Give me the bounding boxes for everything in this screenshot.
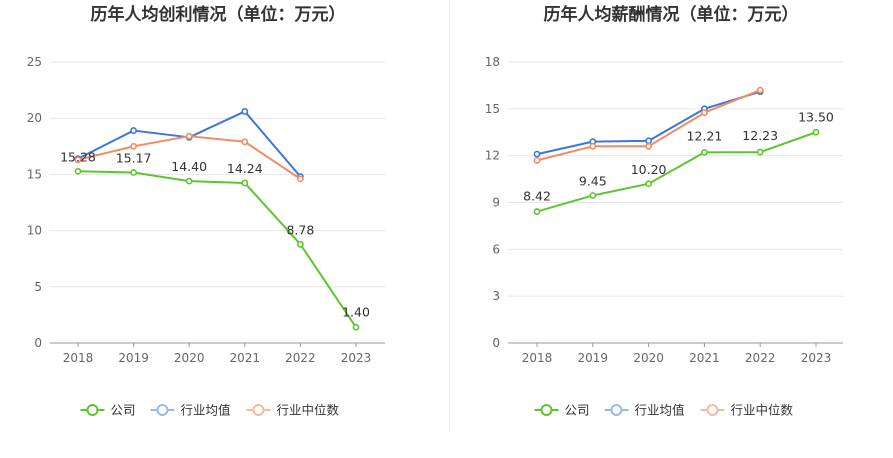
x-tick-label: 2022 (745, 351, 776, 365)
x-tick-label: 2021 (689, 351, 720, 365)
y-tick-label: 6 (492, 242, 500, 256)
x-tick-label: 2023 (341, 351, 372, 365)
y-tick-label: 20 (27, 111, 42, 125)
x-tick-label: 2019 (578, 351, 609, 365)
data-label: 1.40 (342, 304, 370, 319)
data-label: 9.45 (579, 173, 607, 188)
y-tick-label: 25 (27, 55, 42, 69)
x-tick-label: 2021 (230, 351, 261, 365)
data-point[interactable] (130, 142, 137, 150)
y-tick-label: 9 (492, 196, 500, 210)
y-tick-label: 3 (492, 289, 500, 303)
data-label: 13.50 (798, 109, 834, 124)
legend-item-2[interactable]: 行业中位数 (700, 403, 794, 418)
x-tick-label: 2018 (63, 351, 94, 365)
chart-salary-per-capita: 历年人均薪酬情况（单位：万元） 0 3 6 9 12 15 18 2018 2019 2020 202… (485, 4, 843, 418)
legend-label: 行业均值 (181, 403, 231, 418)
y-tick-label: 0 (34, 336, 42, 350)
y-tick-label: 15 (27, 167, 42, 181)
data-point[interactable] (645, 137, 652, 145)
data-label: 14.24 (227, 161, 263, 176)
data-point[interactable] (296, 240, 304, 248)
y-tick-label: 15 (485, 102, 500, 116)
x-tick-label: 2018 (522, 351, 553, 365)
y-tick-label: 12 (485, 149, 500, 163)
data-point[interactable] (185, 132, 193, 140)
legend-swatch-marker (540, 404, 553, 416)
data-point[interactable] (185, 177, 193, 185)
data-point[interactable] (533, 156, 541, 164)
data-label: 15.28 (60, 149, 96, 164)
chart-title: 历年人均薪酬情况（单位：万元） (544, 4, 799, 25)
y-tick-label: 0 (492, 336, 500, 350)
chart-profit-per-capita: 历年人均创利情况（单位：万元） 0 5 10 15 20 25 2018 2019 2020 202… (27, 4, 385, 418)
data-point[interactable] (241, 108, 249, 115)
chart-title: 历年人均创利情况（单位：万元） (91, 4, 346, 25)
x-tick-label: 2020 (633, 351, 664, 365)
data-point[interactable] (533, 208, 541, 215)
y-tick-label: 18 (485, 55, 500, 69)
x-tick-label: 2020 (174, 351, 205, 365)
data-point[interactable] (700, 109, 708, 117)
data-point[interactable] (812, 128, 820, 136)
x-tick-label: 2022 (285, 351, 316, 365)
legend-item-2[interactable]: 行业中位数 (246, 403, 340, 418)
data-point[interactable] (130, 169, 137, 176)
legend-swatch-marker (156, 404, 169, 416)
data-label: 10.20 (631, 162, 667, 177)
legend-item-0[interactable]: 公司 (80, 403, 136, 418)
legend-item-1[interactable]: 行业均值 (604, 403, 685, 418)
series-line-0 (536, 131, 817, 213)
data-point[interactable] (74, 167, 82, 175)
data-point[interactable] (74, 156, 82, 164)
data-point[interactable] (756, 86, 764, 94)
data-point[interactable] (589, 142, 597, 150)
chart-divider (449, 0, 450, 430)
legend-label: 行业中位数 (277, 403, 340, 418)
x-tick-label: 2019 (118, 351, 149, 365)
legend-label: 公司 (111, 403, 136, 418)
data-point[interactable] (645, 142, 652, 150)
legend-swatch-marker (706, 404, 719, 416)
data-point[interactable] (756, 148, 764, 156)
data-point[interactable] (130, 127, 137, 134)
data-point[interactable] (700, 148, 708, 156)
legend-swatch-marker (252, 404, 265, 416)
data-point[interactable] (296, 175, 304, 183)
x-tick-label: 2023 (801, 351, 832, 365)
legend-label: 公司 (565, 403, 590, 418)
series-line-0 (77, 170, 357, 328)
data-point[interactable] (589, 192, 597, 199)
data-point[interactable] (352, 323, 360, 331)
series-line-2 (536, 89, 761, 162)
data-point[interactable] (241, 179, 249, 187)
data-label: 8.42 (523, 189, 551, 204)
data-label: 14.40 (171, 159, 207, 174)
data-label: 8.78 (286, 222, 314, 237)
data-point[interactable] (533, 150, 541, 158)
data-point[interactable] (241, 138, 249, 146)
data-label: 15.17 (116, 150, 152, 165)
data-label: 12.21 (687, 128, 723, 143)
legend-item-0[interactable]: 公司 (534, 403, 590, 418)
data-point[interactable] (645, 180, 652, 188)
legend-item-1[interactable]: 行业均值 (150, 403, 231, 418)
y-tick-label: 5 (34, 280, 42, 294)
legend-label: 行业均值 (635, 403, 685, 418)
legend-swatch-marker (610, 404, 623, 416)
y-tick-label: 10 (27, 224, 42, 238)
legend-swatch-marker (86, 404, 99, 416)
data-label: 12.23 (742, 128, 778, 143)
legend-label: 行业中位数 (731, 403, 794, 418)
